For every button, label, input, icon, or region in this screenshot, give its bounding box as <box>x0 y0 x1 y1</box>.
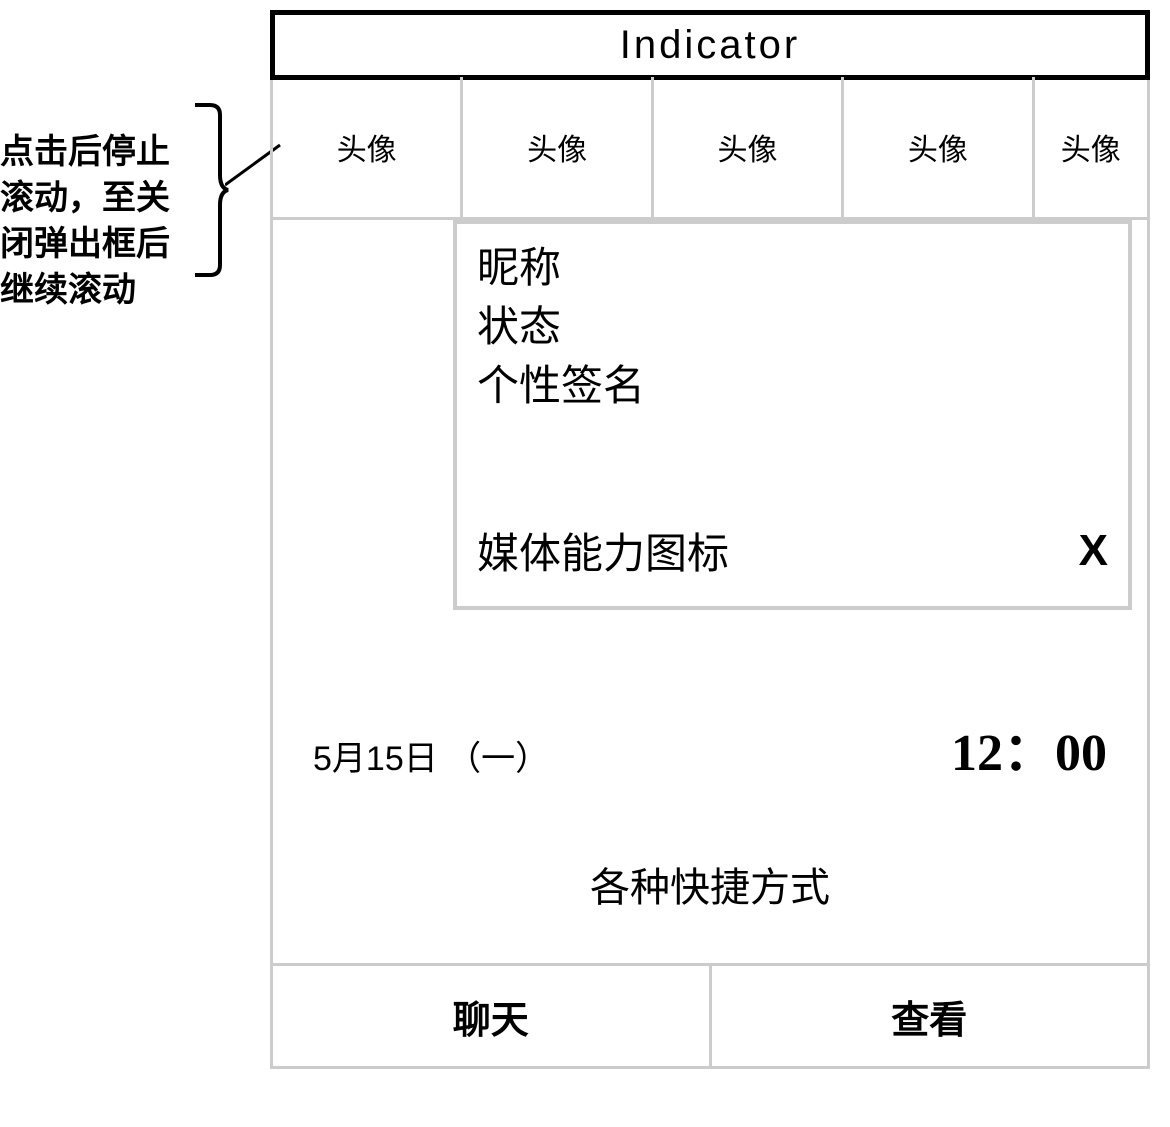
avatar-row: 头像 头像 头像 头像 头像 <box>273 77 1147 220</box>
chat-label: 聊天 <box>453 989 529 1044</box>
nickname-label: 昵称 <box>477 239 1108 298</box>
avatar-cell[interactable]: 头像 <box>654 77 844 217</box>
popup-area: 昵称 状态 个性签名 媒体能力图标 X <box>273 220 1147 700</box>
popup-box: 昵称 状态 个性签名 媒体能力图标 X <box>453 220 1132 610</box>
avatar-cell[interactable]: 头像 <box>273 77 463 217</box>
avatar-label: 头像 <box>717 125 777 169</box>
chat-button[interactable]: 聊天 <box>273 966 712 1066</box>
indicator-label: Indicator <box>620 23 800 68</box>
date-label: 5月15日 （一） <box>313 731 549 780</box>
avatar-label: 头像 <box>337 125 397 169</box>
indicator-bar: Indicator <box>270 10 1150 80</box>
avatar-cell[interactable]: 头像 <box>1035 77 1147 217</box>
avatar-label: 头像 <box>527 125 587 169</box>
media-icon-label: 媒体能力图标 <box>477 520 729 581</box>
view-button[interactable]: 查看 <box>712 966 1148 1066</box>
signature-label: 个性签名 <box>477 357 1108 416</box>
close-icon[interactable]: X <box>1079 526 1108 576</box>
status-label: 状态 <box>477 298 1108 357</box>
bottom-softkey-row: 聊天 查看 <box>273 963 1147 1066</box>
phone-frame: Indicator 头像 头像 头像 头像 头像 昵称 状态 个性签名 媒体能力… <box>270 10 1150 1069</box>
avatar-label: 头像 <box>1061 125 1121 169</box>
avatar-cell[interactable]: 头像 <box>844 77 1034 217</box>
popup-bottom-row: 媒体能力图标 X <box>477 520 1108 591</box>
shortcuts-label: 各种快捷方式 <box>590 866 830 910</box>
time-label: 12：00 <box>951 710 1107 785</box>
datetime-row: 5月15日 （一） 12：00 <box>273 700 1147 815</box>
avatar-cell[interactable]: 头像 <box>463 77 653 217</box>
view-label: 查看 <box>891 989 967 1044</box>
popup-info: 昵称 状态 个性签名 <box>477 239 1108 415</box>
shortcuts-row: 各种快捷方式 <box>273 815 1147 963</box>
bracket-icon <box>190 100 230 280</box>
avatar-label: 头像 <box>908 125 968 169</box>
